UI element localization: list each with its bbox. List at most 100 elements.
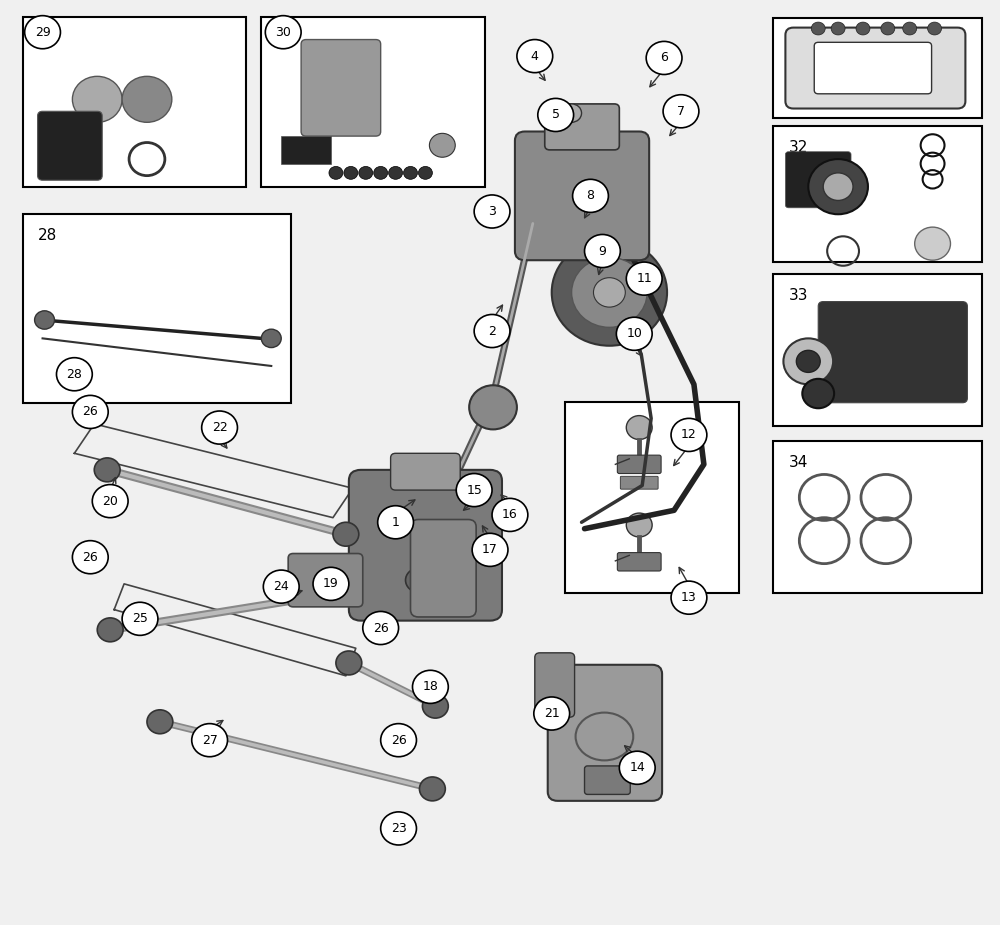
Circle shape — [72, 540, 108, 574]
Text: 26: 26 — [373, 622, 389, 635]
Text: 23: 23 — [391, 822, 406, 835]
Circle shape — [94, 458, 120, 482]
FancyBboxPatch shape — [814, 43, 932, 93]
Circle shape — [97, 618, 123, 642]
Circle shape — [72, 77, 122, 122]
FancyBboxPatch shape — [535, 653, 575, 717]
Circle shape — [626, 262, 662, 295]
Circle shape — [474, 314, 510, 348]
FancyBboxPatch shape — [818, 302, 967, 402]
Text: 18: 18 — [422, 681, 438, 694]
Circle shape — [336, 651, 362, 675]
Circle shape — [626, 513, 652, 537]
Circle shape — [25, 16, 60, 49]
FancyBboxPatch shape — [38, 111, 102, 180]
Circle shape — [903, 22, 917, 35]
Circle shape — [329, 166, 343, 179]
Circle shape — [469, 386, 517, 429]
FancyBboxPatch shape — [288, 553, 363, 607]
Circle shape — [422, 694, 448, 718]
Circle shape — [671, 418, 707, 451]
Circle shape — [517, 40, 553, 73]
FancyBboxPatch shape — [515, 131, 649, 260]
Text: 28: 28 — [38, 228, 57, 243]
Circle shape — [122, 602, 158, 635]
FancyBboxPatch shape — [349, 470, 502, 621]
Circle shape — [122, 77, 172, 122]
Circle shape — [663, 94, 699, 128]
Circle shape — [412, 671, 448, 703]
Circle shape — [313, 567, 349, 600]
Circle shape — [796, 351, 820, 373]
Circle shape — [263, 570, 299, 603]
Text: 33: 33 — [788, 288, 808, 302]
Circle shape — [823, 173, 853, 201]
FancyBboxPatch shape — [548, 665, 662, 801]
Text: 29: 29 — [38, 31, 57, 45]
Text: 17: 17 — [482, 543, 498, 556]
Text: 8: 8 — [586, 190, 594, 203]
Circle shape — [881, 22, 895, 35]
Text: 24: 24 — [273, 580, 289, 593]
FancyBboxPatch shape — [617, 455, 661, 474]
Circle shape — [552, 239, 667, 346]
Text: 4: 4 — [531, 50, 539, 63]
FancyBboxPatch shape — [261, 17, 485, 187]
Circle shape — [333, 523, 359, 546]
Text: 12: 12 — [681, 428, 697, 441]
FancyBboxPatch shape — [411, 520, 476, 617]
Circle shape — [856, 22, 870, 35]
Text: 20: 20 — [102, 495, 118, 508]
Text: 6: 6 — [660, 52, 668, 65]
Text: 7: 7 — [677, 105, 685, 117]
Circle shape — [381, 812, 416, 845]
Circle shape — [456, 474, 492, 507]
Circle shape — [92, 485, 128, 518]
Circle shape — [562, 104, 582, 122]
Circle shape — [573, 179, 608, 213]
Circle shape — [928, 22, 942, 35]
Text: 22: 22 — [212, 421, 227, 434]
FancyBboxPatch shape — [773, 274, 982, 426]
Circle shape — [56, 358, 92, 390]
FancyBboxPatch shape — [23, 17, 246, 187]
Circle shape — [72, 395, 108, 428]
Text: 31: 31 — [788, 32, 808, 47]
Circle shape — [378, 506, 413, 539]
Text: 3: 3 — [488, 205, 496, 218]
FancyBboxPatch shape — [545, 104, 619, 150]
Circle shape — [619, 751, 655, 784]
FancyBboxPatch shape — [773, 18, 982, 117]
Circle shape — [202, 411, 237, 444]
Text: 28: 28 — [66, 368, 82, 381]
Circle shape — [808, 159, 868, 215]
Text: 29: 29 — [35, 26, 50, 39]
Circle shape — [534, 697, 570, 730]
FancyBboxPatch shape — [785, 28, 965, 108]
Circle shape — [492, 499, 528, 532]
Text: 30: 30 — [276, 31, 296, 45]
FancyBboxPatch shape — [617, 552, 661, 571]
Circle shape — [406, 568, 431, 592]
Circle shape — [646, 42, 682, 75]
Text: 11: 11 — [636, 272, 652, 285]
Circle shape — [616, 317, 652, 351]
Circle shape — [35, 311, 54, 329]
Text: 13: 13 — [681, 591, 697, 604]
Circle shape — [915, 228, 950, 260]
Text: 30: 30 — [275, 26, 291, 39]
Circle shape — [363, 611, 399, 645]
Circle shape — [802, 379, 834, 408]
FancyBboxPatch shape — [301, 40, 381, 136]
Text: 5: 5 — [552, 108, 560, 121]
FancyBboxPatch shape — [620, 476, 658, 489]
Text: 10: 10 — [626, 327, 642, 340]
Text: 2: 2 — [488, 325, 496, 338]
Circle shape — [374, 166, 388, 179]
FancyBboxPatch shape — [281, 136, 331, 164]
Circle shape — [538, 98, 574, 131]
FancyBboxPatch shape — [391, 453, 460, 490]
Text: 9: 9 — [598, 244, 606, 257]
Circle shape — [265, 16, 301, 49]
Text: 25: 25 — [132, 612, 148, 625]
